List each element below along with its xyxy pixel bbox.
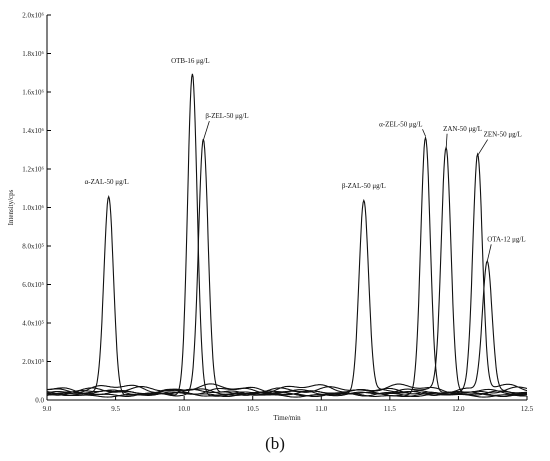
x-tick-label: 11.0	[315, 405, 327, 413]
y-tick-label: 1.6x10⁶	[22, 89, 44, 97]
y-tick-label: 1.2x10⁶	[22, 166, 44, 174]
y-tick-label: 1.0x10⁶	[22, 204, 44, 212]
series-line	[47, 152, 528, 394]
series-line	[46, 198, 527, 396]
y-axis-label: Intensity/cps	[7, 189, 15, 225]
peak-annotation: ZAN-50 μg/L	[443, 125, 482, 133]
x-tick-label: 9.0	[43, 405, 52, 413]
peak-annotation: β-ZEL-50 μg/L	[205, 112, 248, 120]
y-tick-label: 1.4x10⁶	[22, 127, 44, 135]
peak-annotation: OTB-16 μg/L	[171, 57, 210, 65]
y-tick-label: 2.0x10⁵	[22, 358, 44, 366]
peak-annotation: β-ZAL-50 μg/L	[342, 182, 386, 190]
y-tick-label: 2.0x10⁶	[22, 12, 44, 20]
annotation-leader	[445, 133, 448, 150]
x-tick-label: 12.5	[521, 405, 534, 413]
annotation-leader	[486, 244, 492, 262]
y-tick-label: 8.0x10⁵	[22, 243, 44, 251]
series-line	[46, 195, 528, 398]
y-tick-label: 1.8x10⁶	[22, 50, 44, 58]
x-tick-label: 10.0	[178, 405, 191, 413]
annotation-leader	[202, 121, 210, 141]
peak-annotation: α-ZAL-50 μg/L	[85, 178, 129, 186]
x-tick-label: 10.5	[247, 405, 260, 413]
x-tick-label: 12.0	[452, 405, 465, 413]
series-line	[47, 145, 528, 395]
peak-annotation: α-ZEL-50 μg/L	[379, 120, 422, 128]
annotation-leader	[422, 129, 426, 137]
x-tick-label: 9.5	[111, 405, 120, 413]
y-tick-label: 6.0x10⁵	[22, 281, 44, 289]
annotation-leader	[477, 139, 488, 156]
peak-annotation: ZEN-50 μg/L	[484, 131, 522, 139]
x-tick-label: 11.5	[384, 405, 396, 413]
x-axis-label: Time/min	[273, 414, 301, 422]
series-line	[47, 135, 527, 398]
series-line	[46, 138, 528, 397]
series-line	[46, 260, 528, 396]
figure-caption: (b)	[265, 434, 285, 453]
y-tick-label: 4.0x10⁵	[22, 320, 44, 328]
y-tick-label: 0.0	[35, 397, 44, 405]
peak-annotation: OTA-12 μg/L	[487, 235, 525, 243]
